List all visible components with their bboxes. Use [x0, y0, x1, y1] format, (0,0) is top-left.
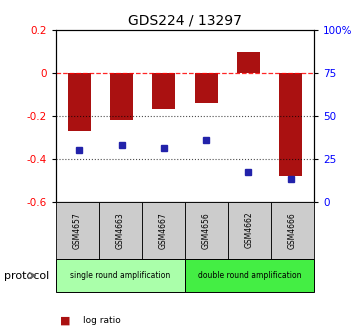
Text: GSM4666: GSM4666 — [288, 212, 297, 249]
Text: double round amplification: double round amplification — [198, 271, 301, 280]
Text: log ratio: log ratio — [83, 317, 121, 325]
Text: GSM4667: GSM4667 — [159, 212, 168, 249]
Text: GSM4657: GSM4657 — [73, 212, 82, 249]
Text: GSM4656: GSM4656 — [202, 212, 211, 249]
Bar — [68, 73, 91, 131]
Bar — [237, 52, 260, 73]
Title: GDS224 / 13297: GDS224 / 13297 — [128, 14, 242, 28]
Text: protocol: protocol — [4, 270, 49, 281]
Bar — [110, 73, 133, 120]
Text: GSM4662: GSM4662 — [245, 212, 254, 249]
Text: ■: ■ — [60, 316, 70, 326]
Text: single round amplification: single round amplification — [70, 271, 171, 280]
Bar — [195, 73, 218, 103]
Bar — [152, 73, 175, 110]
Text: GSM4663: GSM4663 — [116, 212, 125, 249]
Bar — [279, 73, 303, 176]
